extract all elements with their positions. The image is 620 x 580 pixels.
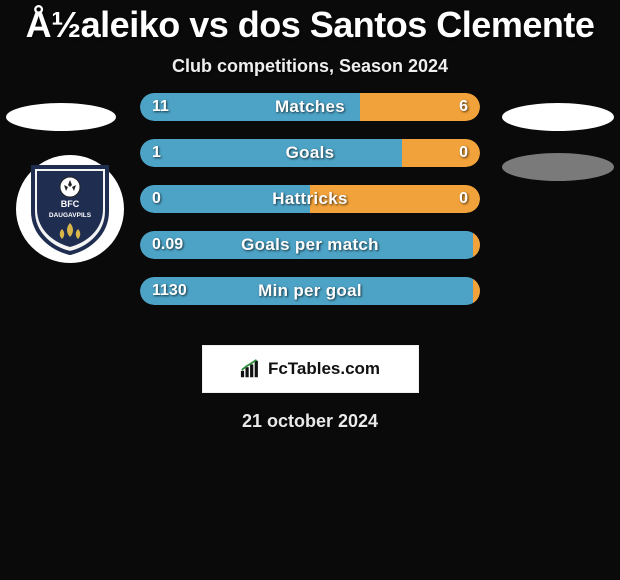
bar-chart-icon [240,359,262,379]
right-player-oval [502,103,614,131]
right-value: 6 [459,93,468,121]
svg-text:BFC: BFC [61,199,80,209]
update-date: 21 october 2024 [0,411,620,432]
brand-text: FcTables.com [268,359,380,379]
left-player-oval [6,103,116,131]
stat-bar: Min per goal1130 [140,277,480,305]
comparison-content: BFC DAUGAVPILS Matches116Goals10Hattrick… [0,107,620,327]
stat-bar: Hattricks0 0 [140,185,480,213]
stat-label: Hattricks [140,185,480,213]
page-subtitle: Club competitions, Season 2024 [0,56,620,77]
club-name-text: DAUGAVPILS [49,212,92,219]
stat-bar: Goals1 0 [140,139,480,167]
page-title: Å½aleiko vs dos Santos Clemente [0,0,620,46]
stat-label: Min per goal [140,277,480,305]
left-value: 11 [152,93,169,121]
right-club-oval [502,153,614,181]
stat-label: Goals [140,139,480,167]
left-value: 0 [152,185,161,213]
left-club-badge: BFC DAUGAVPILS [16,155,124,263]
stat-label: Goals per match [140,231,480,259]
right-value: 0 [459,139,468,167]
stat-bar: Goals per match0.09 [140,231,480,259]
left-value: 0.09 [152,231,183,259]
brand-banner[interactable]: FcTables.com [202,345,419,393]
stat-bar: Matches11 6 [140,93,480,121]
comparison-bars: Matches116Goals10Hattricks00Goals per ma… [140,93,480,323]
left-value: 1130 [152,277,187,305]
comparison-card: Å½aleiko vs dos Santos Clemente Club com… [0,0,620,580]
shield-icon: BFC DAUGAVPILS [29,163,111,255]
right-value: 0 [459,185,468,213]
left-value: 1 [152,139,161,167]
stat-label: Matches [140,93,480,121]
